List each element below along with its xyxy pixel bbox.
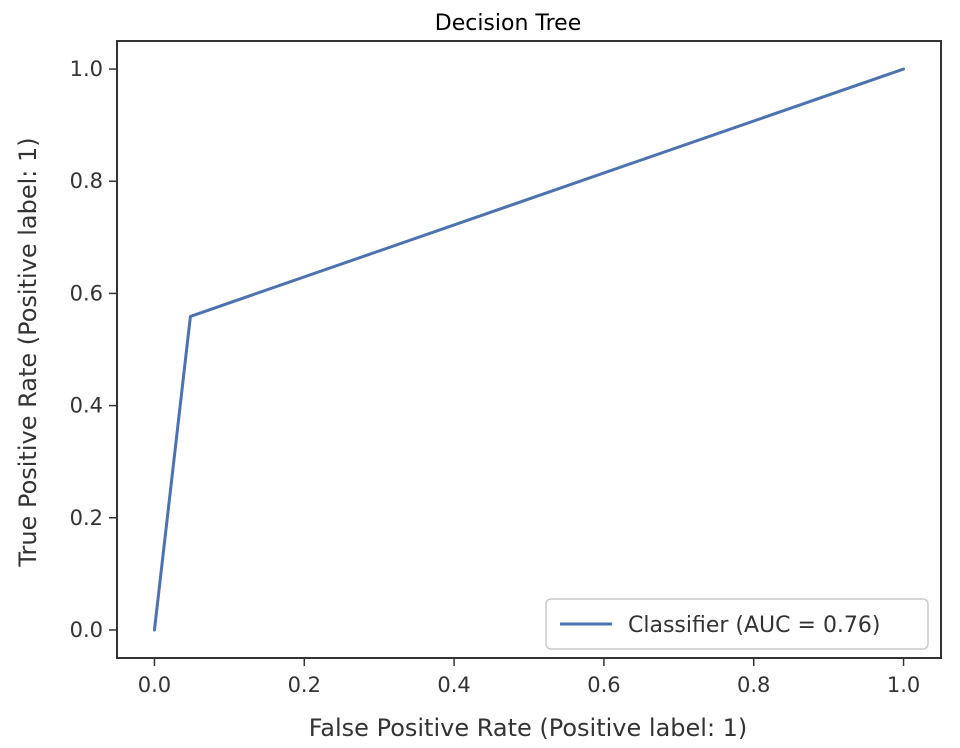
x-tick-label: 0.6 [587, 673, 620, 697]
chart-title: Decision Tree [435, 11, 582, 36]
x-axis-label: False Positive Rate (Positive label: 1) [309, 714, 748, 742]
y-tick-label: 0.6 [70, 281, 103, 305]
x-tick-label: 0.2 [288, 673, 321, 697]
y-tick-label: 0.4 [70, 394, 103, 418]
y-tick-label: 0.8 [70, 169, 103, 193]
legend-box [545, 598, 929, 650]
legend: Classifier (AUC = 0.76) [545, 598, 929, 650]
y-axis-label: True Positive Rate (Positive label: 1) [14, 137, 42, 567]
y-tick-label: 0.2 [70, 506, 103, 530]
y-tick-label: 1.0 [70, 57, 103, 81]
y-axis-ticks: 0.0 0.2 0.4 0.6 0.8 1.0 [70, 57, 117, 642]
series-layer [152, 67, 906, 632]
x-tick-label: 0.0 [138, 673, 171, 697]
roc-curve-line [152, 67, 906, 632]
x-tick-label: 0.8 [737, 673, 770, 697]
x-tick-label: 1.0 [887, 673, 920, 697]
x-axis-ticks: 0.0 0.2 0.4 0.6 0.8 1.0 [138, 658, 920, 697]
x-tick-label: 0.4 [437, 673, 470, 697]
plot-frame [116, 40, 942, 659]
y-tick-label: 0.0 [70, 618, 103, 642]
legend-label: Classifier (AUC = 0.76) [628, 613, 881, 638]
